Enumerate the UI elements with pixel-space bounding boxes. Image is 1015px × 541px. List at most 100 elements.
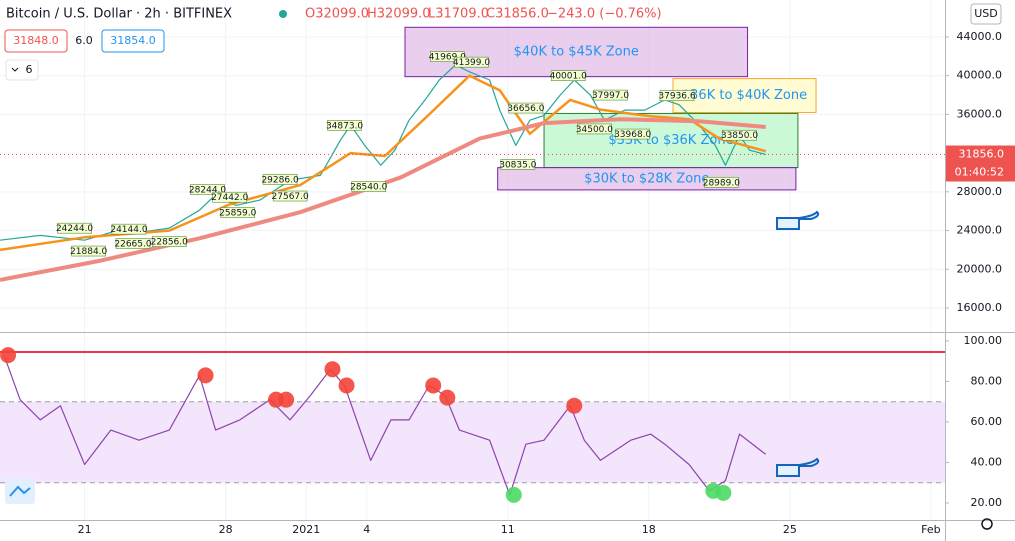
pivot-box bbox=[577, 123, 612, 135]
pivot-label: 27567.0 bbox=[272, 192, 309, 202]
pivot-box bbox=[659, 90, 695, 101]
pivot-box bbox=[212, 191, 248, 203]
pivot-label: 37936.6 bbox=[658, 92, 695, 102]
pivot-label: 34873.0 bbox=[326, 121, 363, 131]
pivot-label: 25859.0 bbox=[219, 209, 256, 219]
logo-icon bbox=[9, 485, 31, 497]
pointer-icon bbox=[776, 457, 820, 477]
signal-marker bbox=[278, 391, 295, 408]
indicators-toggle[interactable] bbox=[5, 59, 39, 81]
pivot-label: 24244.0 bbox=[56, 224, 93, 234]
y-tick-label: 20000.0 bbox=[957, 262, 1003, 275]
signal-marker bbox=[439, 389, 456, 406]
price-panel: $40K to $45K Zone$36K to $40K Zone$33K t… bbox=[0, 0, 945, 332]
pivot-label: 34500.0 bbox=[576, 125, 613, 135]
pivot-box bbox=[57, 222, 92, 234]
sell-button[interactable] bbox=[4, 29, 68, 53]
pivot-label: 29286.0 bbox=[261, 175, 298, 185]
rsi-panel bbox=[0, 332, 945, 520]
y-tick-label: 80.00 bbox=[971, 374, 1003, 387]
sell-price[interactable]: 31848.0 bbox=[13, 34, 59, 47]
x-tick-label: 18 bbox=[642, 523, 656, 536]
pivot-box bbox=[550, 70, 586, 81]
pivot-box bbox=[71, 245, 106, 257]
x-tick-label: 25 bbox=[783, 523, 797, 536]
y-tick-label: 28000.0 bbox=[957, 185, 1003, 198]
signal-marker bbox=[566, 397, 583, 414]
ohlc-high: H32099.0 bbox=[367, 7, 431, 22]
series-line bbox=[3, 354, 767, 496]
last-price-label: 31856.0 bbox=[959, 148, 1005, 161]
countdown: 01:40:52 bbox=[955, 166, 1004, 179]
pivot-label: 40001.0 bbox=[550, 72, 587, 82]
pivot-box bbox=[704, 176, 739, 188]
pivot-box bbox=[272, 190, 308, 202]
y-tick-label: 100.00 bbox=[964, 334, 1003, 347]
pivot-label: 21884.0 bbox=[70, 247, 107, 257]
signal-marker bbox=[0, 347, 17, 364]
pivot-box bbox=[151, 236, 187, 247]
pivot-label: 41969.0 bbox=[429, 53, 466, 63]
header: Bitcoin / U.S. Dollar · 2h · BITFINEX O3… bbox=[4, 3, 1002, 530]
y-tick-label: 24000.0 bbox=[957, 224, 1003, 237]
buy-price[interactable]: 31854.0 bbox=[110, 34, 156, 47]
pivot-label: 30835.0 bbox=[499, 160, 536, 170]
logo[interactable] bbox=[5, 478, 35, 504]
pivot-label: 33850.0 bbox=[721, 131, 758, 141]
symbol: Bitcoin / U.S. Dollar · 2h · BITFINEX bbox=[6, 7, 232, 22]
signal-marker bbox=[505, 486, 522, 503]
pivot-box bbox=[508, 102, 544, 114]
x-tick-label: Feb bbox=[921, 523, 940, 536]
currency[interactable]: USD bbox=[974, 7, 998, 20]
pivot-box bbox=[430, 51, 465, 62]
pivot-box bbox=[722, 129, 757, 141]
x-tick-label: 11 bbox=[501, 523, 515, 536]
spread: 6.0 bbox=[75, 34, 93, 47]
last-price-tag bbox=[946, 145, 1015, 182]
indicators-count[interactable]: 6 bbox=[26, 63, 33, 76]
pivot-label: 27442.0 bbox=[211, 193, 248, 203]
pivot-label: 28540.0 bbox=[350, 183, 387, 193]
pivot-box bbox=[190, 184, 225, 195]
pivot-box bbox=[454, 56, 489, 68]
pivot-label: 22665.0 bbox=[114, 239, 151, 249]
y-tick-label: 40000.0 bbox=[957, 69, 1003, 82]
x-tick-label: 28 bbox=[219, 523, 233, 536]
y-tick-label: 16000.0 bbox=[957, 301, 1003, 314]
pivot-label: 22856.0 bbox=[151, 238, 188, 248]
signal-marker bbox=[338, 377, 355, 394]
pivot-box bbox=[593, 89, 628, 101]
pivot-box bbox=[262, 174, 298, 185]
signal-marker bbox=[324, 361, 341, 378]
y-tick-label: 20.00 bbox=[971, 496, 1003, 509]
chevron-icon bbox=[11, 67, 19, 72]
ohlc-open: O32099.0 bbox=[305, 7, 369, 22]
pivot-box bbox=[220, 207, 256, 218]
ohlc-close: C31856.0 bbox=[486, 7, 549, 22]
signal-marker bbox=[425, 377, 442, 394]
zone-label: $40K to $45K Zone bbox=[514, 44, 639, 59]
signal-marker bbox=[197, 367, 214, 384]
y-tick-label: 40.00 bbox=[971, 455, 1003, 468]
pivot-label: 24144.0 bbox=[110, 225, 147, 235]
x-tick-label: 2021 bbox=[292, 523, 320, 536]
x-tick-label: 21 bbox=[78, 523, 92, 536]
currency-button[interactable] bbox=[970, 3, 1002, 25]
pivot-label: 33968.0 bbox=[614, 130, 651, 140]
pivot-box bbox=[111, 223, 147, 235]
zone-label: $36K to $40K Zone bbox=[682, 88, 807, 103]
pivot-box bbox=[351, 181, 387, 192]
y-tick-label: 60.00 bbox=[971, 415, 1003, 428]
zone-label: $30K to $28K Zone bbox=[584, 171, 709, 186]
pivot-box bbox=[327, 120, 362, 131]
ohlc-change: −243.0 (−0.76%) bbox=[547, 7, 662, 22]
zone-box bbox=[672, 78, 817, 113]
buy-button[interactable] bbox=[101, 29, 165, 53]
y-tick-label: 36000.0 bbox=[957, 107, 1003, 120]
pivot-label: 36656.0 bbox=[507, 104, 544, 114]
pivot-box bbox=[500, 159, 536, 170]
pointer-icon bbox=[776, 210, 820, 230]
y-tick-label: 44000.0 bbox=[957, 30, 1003, 43]
settings-icon[interactable] bbox=[981, 518, 993, 530]
